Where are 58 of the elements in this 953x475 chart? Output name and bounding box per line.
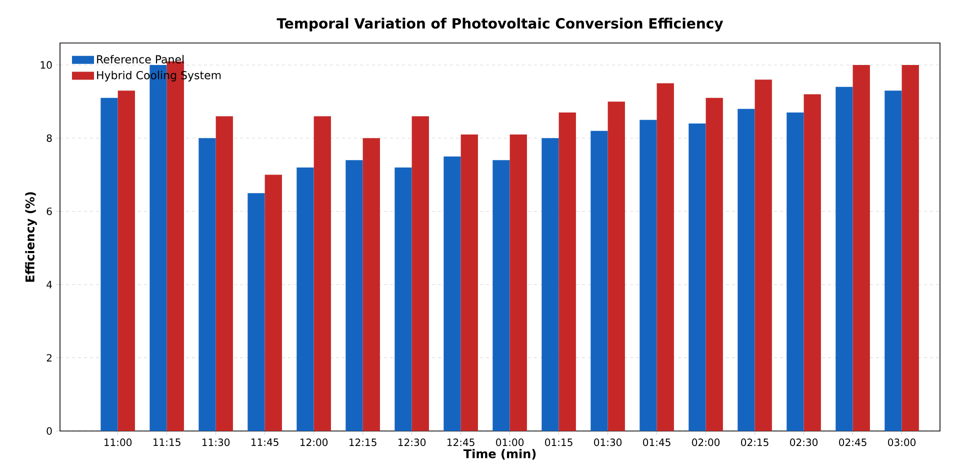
x-axis-title: Time (min) <box>463 448 536 460</box>
x-tick-label: 02:45 <box>839 438 866 446</box>
bar <box>394 167 412 431</box>
x-tick-label: 02:15 <box>741 438 768 446</box>
bar <box>510 134 527 431</box>
bar <box>608 102 625 431</box>
bar <box>902 64 919 431</box>
bar <box>118 90 135 431</box>
bar <box>884 90 902 431</box>
x-tick-label: 11:15 <box>154 438 180 446</box>
y-tick-label: 4 <box>46 280 52 288</box>
bar <box>444 156 461 431</box>
bar <box>492 160 510 431</box>
y-axis-title: Efficiency (%) <box>25 192 37 282</box>
bar <box>656 83 674 431</box>
x-tick-label: 12:30 <box>398 438 426 446</box>
x-tick-label: 11:30 <box>202 438 230 446</box>
bar <box>836 86 853 431</box>
bar <box>296 167 314 431</box>
y-tick-label: 0 <box>46 427 52 435</box>
x-tick-label: 03:00 <box>888 438 916 446</box>
bar <box>754 80 772 431</box>
bar <box>706 98 723 431</box>
bar <box>216 116 233 431</box>
bar <box>346 160 363 431</box>
x-tick-label: 12:00 <box>300 438 328 446</box>
bar <box>248 193 265 431</box>
bar <box>100 98 118 431</box>
x-tick-label: 01:00 <box>496 438 524 446</box>
x-tick-label: 02:00 <box>692 438 720 446</box>
y-tick-label: 8 <box>46 134 52 142</box>
bar <box>640 120 657 431</box>
bar <box>198 138 216 431</box>
bar <box>852 64 870 431</box>
x-tick-label: 01:30 <box>594 438 622 446</box>
chart-title: Temporal Variation of Photovoltaic Conversion Efficiency <box>276 18 724 32</box>
bar <box>738 108 755 431</box>
bar <box>460 134 478 431</box>
x-tick-label: 12:45 <box>447 438 474 446</box>
x-tick-label: 01:15 <box>545 438 572 446</box>
y-tick-label: 2 <box>46 354 52 362</box>
bar <box>542 138 559 431</box>
bar <box>804 94 821 431</box>
bar <box>362 138 380 431</box>
x-tick-label: 12:15 <box>350 438 376 446</box>
bar <box>314 116 331 431</box>
y-tick-label: 10 <box>40 61 52 69</box>
x-tick-label: 02:30 <box>790 438 818 446</box>
x-tick-label: 01:45 <box>643 438 670 446</box>
bar <box>264 174 282 431</box>
bar <box>558 112 576 431</box>
bar <box>590 130 608 431</box>
x-tick-label: 11:45 <box>252 438 278 446</box>
bar <box>412 116 429 431</box>
x-tick-label: 11:00 <box>104 438 132 446</box>
y-tick-label: 6 <box>46 208 52 216</box>
bar <box>786 112 804 431</box>
bar <box>688 124 706 431</box>
